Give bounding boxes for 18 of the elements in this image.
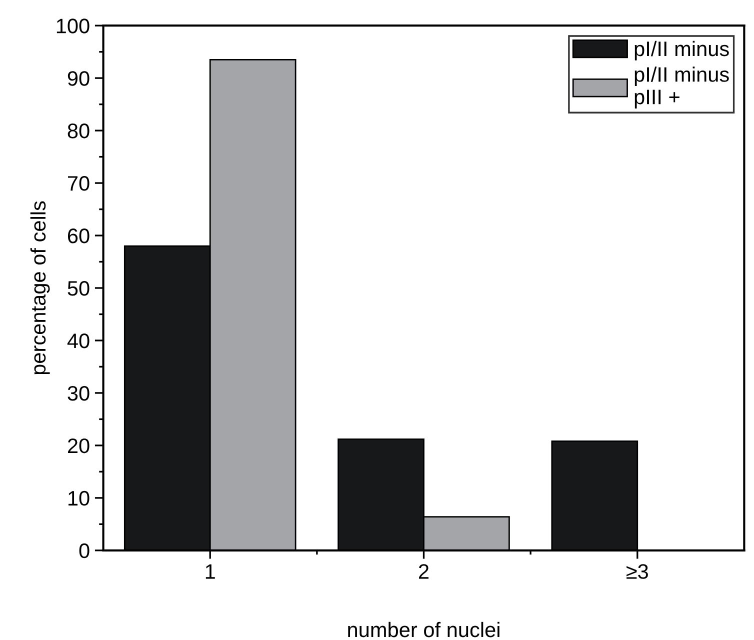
x-tick-label: 1 <box>206 564 215 579</box>
y-tick-label: 90 <box>68 71 90 86</box>
x-tick-label: 2 <box>419 564 428 579</box>
legend-label: pI/II minus <box>634 40 729 60</box>
y-tick-label: 40 <box>67 333 90 348</box>
y-tick-label: 100 <box>56 18 90 34</box>
legend-label: pI/II minus pIII + <box>634 66 729 108</box>
y-tick-label: 30 <box>68 386 90 401</box>
y-tick-label: 80 <box>68 124 90 138</box>
y-tick-label: 20 <box>68 438 90 454</box>
x-axis-title: number of nuclei <box>348 622 500 638</box>
y-tick-label: 50 <box>68 281 90 296</box>
y-tick-label: 10 <box>68 490 90 506</box>
y-tick-label: 0 <box>79 543 90 558</box>
x-tick-label: ≥3 <box>626 564 648 579</box>
y-tick-label: 60 <box>68 228 90 244</box>
y-axis-title: percentage of cells <box>30 201 50 374</box>
y-tick-label: 70 <box>68 176 90 191</box>
